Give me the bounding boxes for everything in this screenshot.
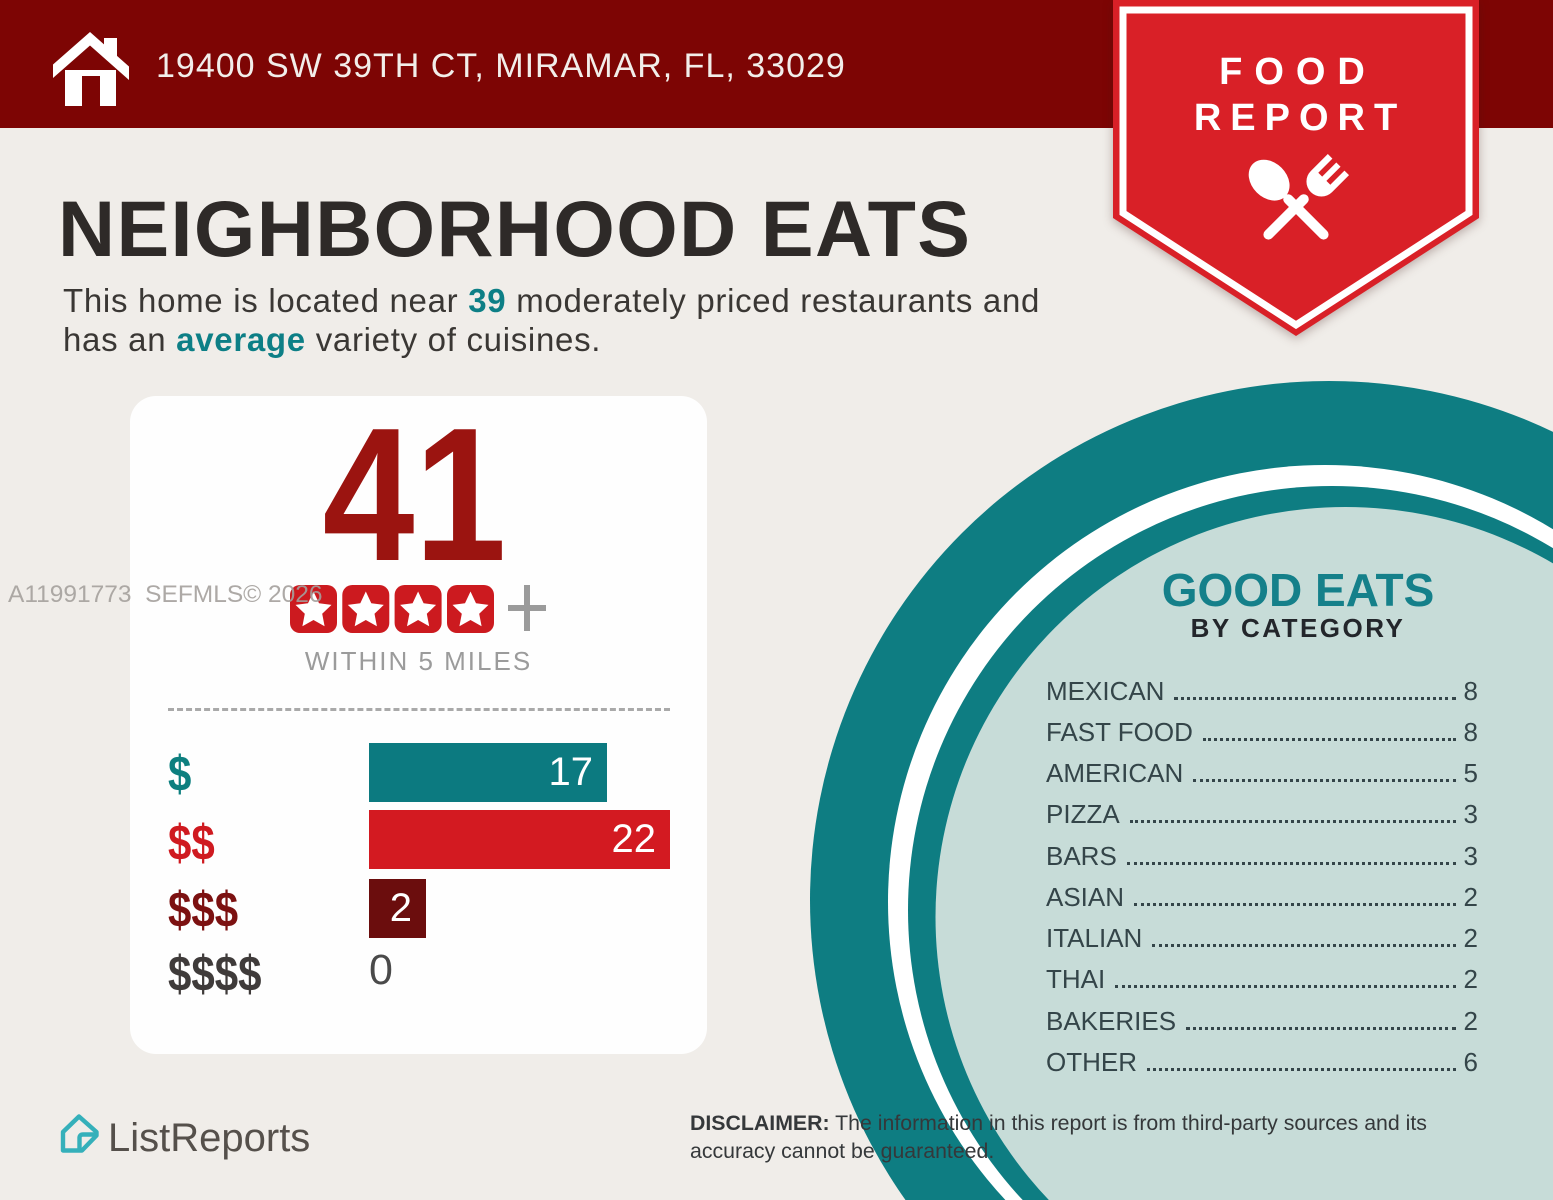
- svg-text:REPORT: REPORT: [1194, 97, 1406, 139]
- svg-text:FOOD: FOOD: [1219, 51, 1377, 93]
